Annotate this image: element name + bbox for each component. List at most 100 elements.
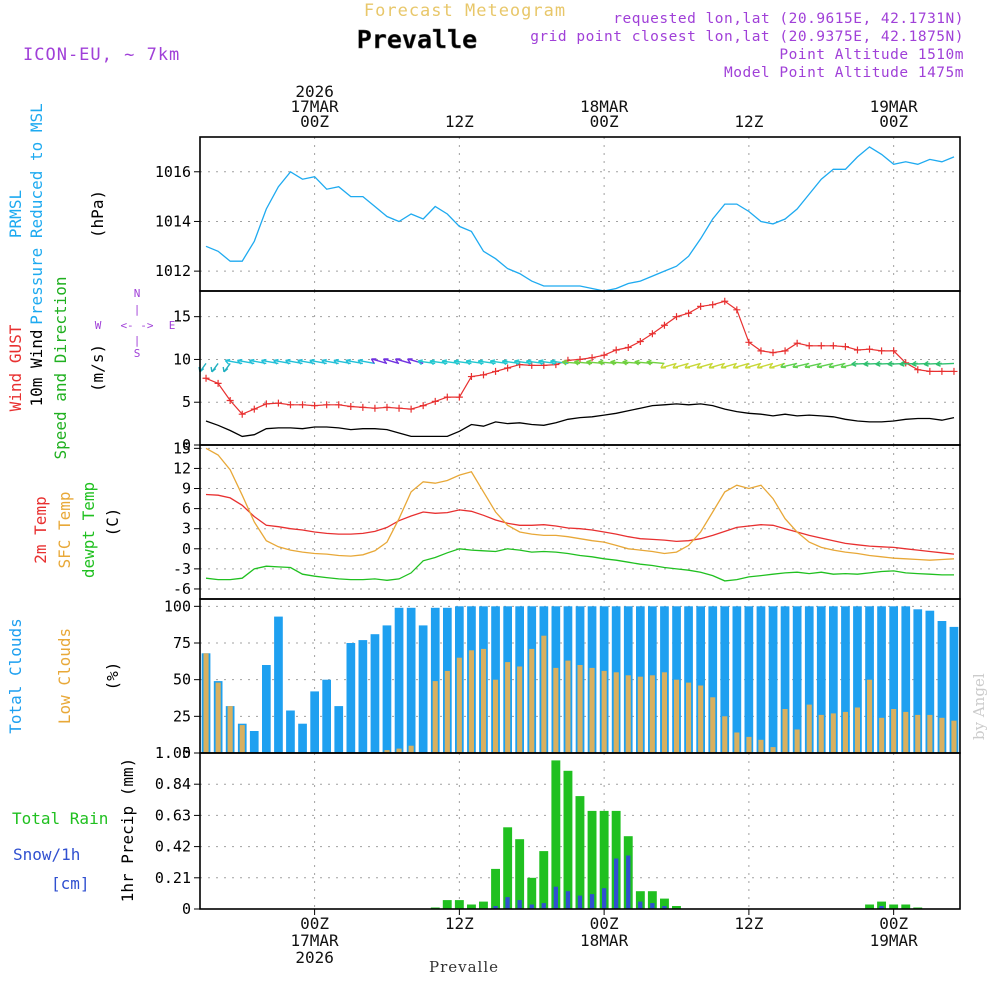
- gust-marker: [467, 373, 475, 381]
- bottom-time-label: 12Z: [734, 914, 763, 933]
- total-rain-bar: [575, 796, 585, 909]
- compass-w: W: [95, 319, 102, 332]
- bottom-time-label: 17MAR: [291, 931, 340, 950]
- wind-direction-arrow: [561, 359, 581, 366]
- total-clouds-bar: [672, 606, 681, 753]
- total-clouds-bar: [358, 640, 368, 753]
- chart-subtitle: Forecast Meteogram: [364, 1, 566, 21]
- low-clouds-bar: [637, 676, 643, 753]
- snow-bar: [577, 895, 583, 909]
- gust-marker: [624, 343, 632, 351]
- snow-bar: [589, 894, 595, 909]
- axis-label-total-rain: Total Rain: [12, 809, 108, 828]
- snow-bar: [553, 886, 558, 909]
- bottom-time-label: 19MAR: [870, 931, 919, 950]
- compass-e: E: [169, 319, 176, 332]
- gust-marker: [648, 330, 656, 338]
- model-label: ICON-EU, ~ 7km: [23, 45, 180, 65]
- total-rain-bar: [467, 904, 476, 909]
- low-clouds-bar: [879, 717, 885, 753]
- gust-marker: [829, 342, 837, 350]
- series-line-dewpt-temp: [205, 548, 954, 582]
- low-clouds-bar: [818, 714, 824, 753]
- compass-rose-icon: N|W <- -> E|S: [95, 287, 176, 360]
- info-line: grid point closest lon,lat (20.9375E, 42…: [530, 29, 964, 45]
- low-clouds-bar: [432, 681, 438, 753]
- panel-wind: 0 5 10 15: [173, 291, 960, 454]
- wind-direction-arrow: [646, 359, 665, 366]
- low-clouds-bar: [565, 660, 571, 753]
- gust-marker: [383, 403, 391, 411]
- gust-marker: [817, 342, 825, 350]
- gust-marker: [238, 410, 246, 418]
- total-clouds-bar: [829, 606, 838, 753]
- total-clouds-bar: [370, 634, 380, 753]
- gust-marker: [419, 402, 427, 410]
- y-tick-label: 75: [173, 634, 191, 652]
- axis-label-2m-temp: 2m Temp: [31, 496, 50, 563]
- total-rain-bar: [491, 868, 500, 909]
- y-tick-label: -3: [173, 560, 191, 578]
- axis-label-low-clouds: Low Clouds: [55, 628, 74, 724]
- total-clouds-bar: [430, 607, 440, 753]
- low-clouds-bar: [227, 706, 233, 753]
- wind-direction-arrow: [634, 359, 653, 366]
- total-clouds-bar: [744, 606, 754, 753]
- low-clouds-bar: [915, 714, 921, 753]
- y-tick-label: 0: [182, 436, 191, 454]
- gust-marker: [395, 404, 403, 412]
- total-rain-bar: [647, 891, 657, 909]
- wind-direction-arrow: [696, 362, 713, 369]
- gust-marker: [950, 367, 958, 375]
- y-tick-label: 15: [173, 439, 191, 457]
- low-clouds-bar: [589, 667, 595, 753]
- gust-marker: [878, 347, 886, 355]
- low-clouds-bar: [770, 747, 776, 753]
- total-rain-bar: [503, 827, 513, 909]
- gust-marker: [455, 393, 463, 401]
- total-clouds-bar: [298, 723, 307, 753]
- y-tick-label: 25: [173, 707, 191, 725]
- low-clouds-bar: [903, 711, 909, 753]
- bottom-time-label: 2026: [295, 948, 334, 967]
- total-rain-bar: [660, 898, 669, 909]
- wind-direction-arrow: [382, 358, 400, 365]
- low-clouds-bar: [456, 657, 462, 753]
- low-clouds-bar: [891, 709, 897, 753]
- low-clouds-bar: [746, 736, 752, 753]
- low-clouds-bar: [625, 675, 631, 753]
- wind-direction-arrow: [573, 359, 593, 366]
- wind-direction-arrow: [550, 359, 568, 366]
- wind-direction-arrow: [816, 362, 834, 369]
- snow-bar: [638, 901, 643, 909]
- y-tick-label: 0.42: [155, 838, 191, 856]
- low-clouds-bar: [782, 709, 788, 753]
- total-clouds-bar: [756, 606, 766, 753]
- gust-marker: [612, 346, 620, 354]
- gust-marker: [492, 367, 500, 375]
- y-tick-label: 1016: [155, 163, 191, 181]
- low-clouds-bar: [408, 745, 414, 753]
- gust-marker: [371, 404, 379, 412]
- bottom-time-label: 18MAR: [580, 931, 629, 950]
- top-time-label: 12Z: [734, 112, 763, 131]
- panel-clouds: 0 25 50 75 100: [164, 597, 960, 762]
- low-clouds-bar: [541, 635, 547, 753]
- info-line: requested lon,lat (20.9615E, 42.1731N): [613, 11, 964, 27]
- total-clouds-bar: [696, 606, 705, 753]
- gust-marker: [323, 401, 331, 409]
- wind-direction-arrow: [792, 362, 810, 369]
- low-clouds-bar: [384, 750, 390, 753]
- total-rain-bar: [454, 900, 464, 909]
- total-rain-bar: [889, 904, 899, 909]
- total-clouds-bar: [334, 706, 344, 753]
- low-clouds-bar: [396, 748, 402, 753]
- low-clouds-bar: [867, 679, 873, 753]
- snow-bar: [650, 903, 655, 909]
- snow-bar: [614, 858, 619, 909]
- y-tick-label: 0: [182, 900, 191, 918]
- low-clouds-bar: [239, 725, 245, 753]
- gust-marker: [299, 401, 307, 409]
- wind-direction-arrow: [672, 362, 689, 369]
- wind-direction-arrow: [684, 362, 701, 369]
